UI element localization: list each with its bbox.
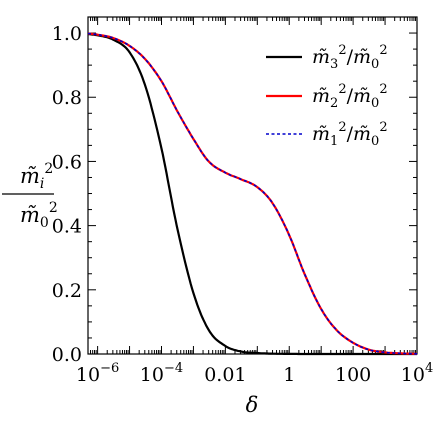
y-axis-label: m̃i2 m̃02 xyxy=(2,161,58,231)
series-line-2 xyxy=(87,32,417,355)
x-tick-labels: 10−6 10−4 0.01 1 100 104 xyxy=(76,361,433,386)
x-tick-label: 1 xyxy=(283,364,295,386)
x-tick-label: 10−4 xyxy=(140,361,183,386)
x-tick-label: 100 xyxy=(335,364,371,386)
x-axis-label: δ xyxy=(246,393,259,417)
y-tick-labels: 0.0 0.2 0.4 0.6 0.8 1.0 xyxy=(52,23,82,366)
legend: m̃32/m̃02 m̃22/m̃02 m̃12/m̃02 xyxy=(266,43,388,149)
y-tick-label: 1.0 xyxy=(52,23,82,45)
series-lines xyxy=(87,32,417,356)
y-tick-label: 0.0 xyxy=(52,344,82,366)
y-tick-label: 0.6 xyxy=(52,151,82,173)
x-tick-label: 104 xyxy=(401,361,433,386)
y-tick-label: 0.8 xyxy=(52,87,82,109)
x-tick-label: 10−6 xyxy=(76,361,119,386)
legend-label-1: m̃32/m̃02 xyxy=(312,43,388,72)
legend-label-3: m̃12/m̃02 xyxy=(312,120,388,149)
series-line-3 xyxy=(87,32,417,355)
series-line-1 xyxy=(87,32,417,356)
y-axis-label-numerator: m̃i2 xyxy=(20,161,53,192)
y-tick-label: 0.4 xyxy=(52,216,82,238)
y-axis-label-denominator: m̃02 xyxy=(20,200,58,231)
x-tick-label: 0.01 xyxy=(204,364,246,386)
y-tick-label: 0.2 xyxy=(52,280,82,302)
legend-label-2: m̃22/m̃02 xyxy=(312,82,388,111)
